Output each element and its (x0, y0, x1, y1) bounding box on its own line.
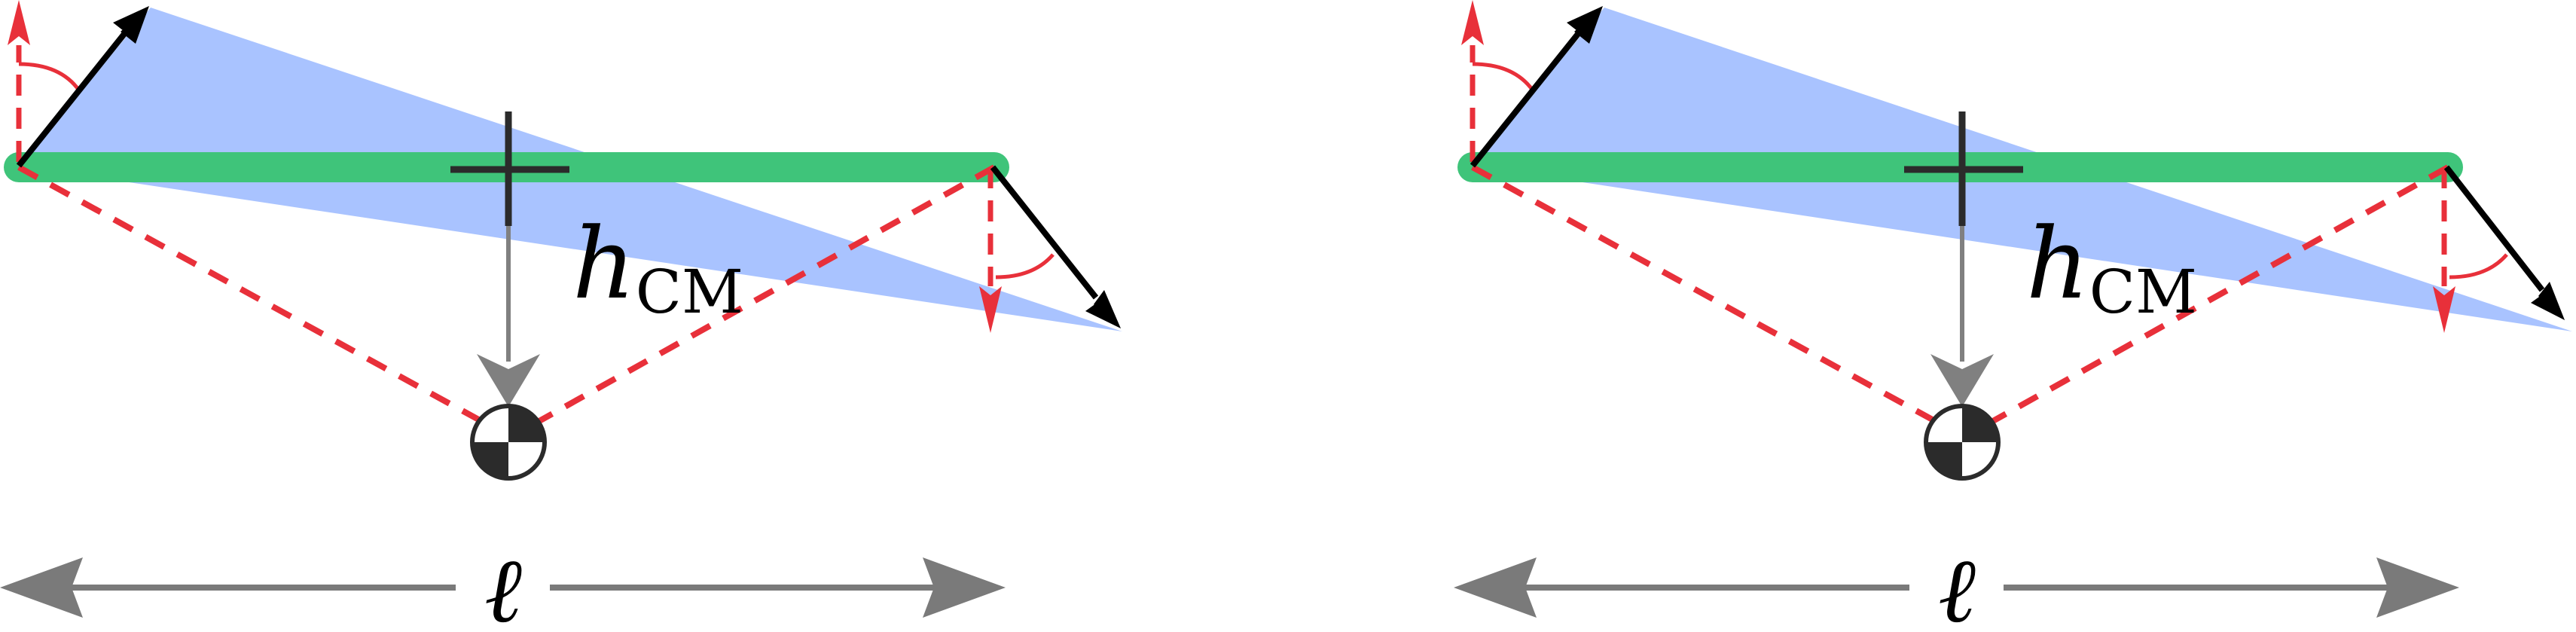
reference-arrow-down (2433, 167, 2455, 333)
angle-arc-left (18, 62, 81, 92)
com-arrow (477, 226, 540, 407)
length-label: ℓ (1938, 539, 1976, 632)
angle-arc-right (995, 253, 1055, 279)
diagram-left: hCM ℓ (0, 0, 1122, 632)
com-arrow (1930, 226, 1994, 407)
center-of-mass-icon (470, 404, 547, 481)
height-label: hCM (2026, 206, 2197, 327)
force-arrow-left (1470, 6, 1603, 168)
force-arrow-right (990, 165, 1121, 328)
angle-arc-right (2449, 253, 2508, 279)
cross-marker (1904, 111, 2023, 226)
length-arrow (0, 557, 1006, 618)
diagram-right: hCM ℓ (1454, 0, 2572, 632)
force-arrow-left (16, 6, 149, 168)
dashed-line-right (1983, 164, 2449, 429)
panel-left: hCM ℓ (0, 0, 1175, 632)
dashed-line-left (1471, 164, 1945, 429)
panel-right: hCM ℓ (1454, 0, 2576, 632)
height-label: hCM (572, 206, 743, 327)
force-arrow-right (2443, 165, 2565, 320)
reference-arrow-up (1461, 0, 1484, 162)
length-arrow (1454, 557, 2459, 618)
reference-arrow-up (8, 0, 30, 162)
length-label: ℓ (484, 539, 522, 632)
center-of-mass-icon (1924, 404, 2001, 481)
angle-arc-left (1472, 62, 1535, 92)
reference-arrow-down (979, 167, 1002, 333)
dashed-line-left (17, 164, 491, 429)
cross-marker (450, 111, 569, 226)
dashed-line-right (530, 164, 996, 429)
